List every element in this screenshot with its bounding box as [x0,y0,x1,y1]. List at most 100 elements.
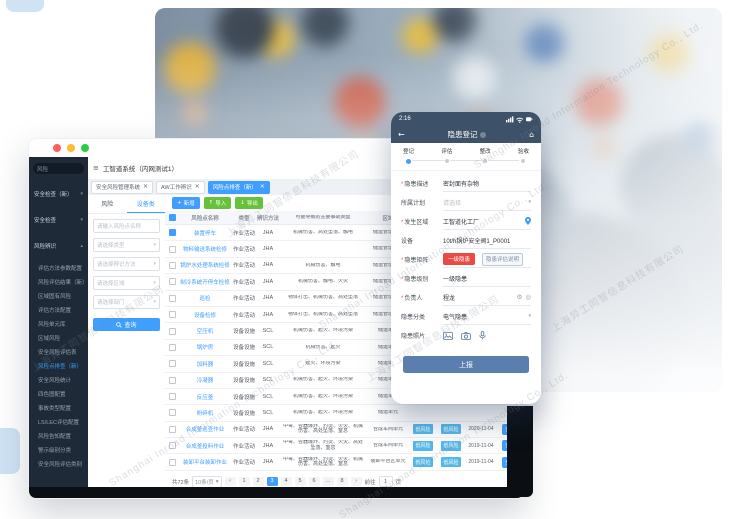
row-checkbox[interactable] [168,327,176,335]
location-icon[interactable] [525,217,531,225]
prev-page-button[interactable]: ‹ [224,477,236,487]
row-checkbox[interactable] [168,376,176,384]
risk-point-link[interactable]: 合成釜投料作业 [185,443,225,450]
sidebar-search-input[interactable] [33,163,84,174]
risk-point-link[interactable]: 巡检 [199,296,211,303]
row-checkbox[interactable] [168,409,176,417]
tab-chip[interactable]: 风险点排查（新） × [207,180,270,194]
page-button[interactable]: 5 [294,477,306,487]
row-checkbox[interactable] [168,245,176,253]
sidebar-group[interactable]: 安全检查 ▾ [34,217,83,224]
sidebar-item[interactable]: 区域固有风险 [38,294,72,300]
image-upload-icon[interactable] [443,331,453,340]
sidebar-item[interactable]: 四色图配置 [38,392,66,398]
window-maximize-icon[interactable] [81,144,89,152]
window-minimize-icon[interactable] [67,144,75,152]
gear-icon[interactable]: ⚙ [516,293,523,301]
sidebar-item[interactable]: 风险评估结果（新） [38,280,88,286]
page-button[interactable]: 1 [238,477,250,487]
row-checkbox[interactable] [168,294,176,302]
sidebar-item[interactable]: 安全风险统计 [38,378,72,384]
sidebar-group[interactable]: 安全检查（新） ▾ [34,191,83,198]
goto-page-input[interactable] [378,476,393,487]
import-button[interactable]: ↑ 导入 [203,197,232,209]
risk-point-link[interactable]: 加料器 [196,361,214,368]
filter-field[interactable]: 请选择类型 ▾ [93,238,160,252]
filter-field[interactable]: 请选择区域 ▾ [93,276,160,290]
contact-picker-icon[interactable]: ◎ [525,293,531,301]
risk-point-link[interactable]: 冷凝器 [196,378,214,385]
device-field[interactable]: 10t/h锅炉安全阀1_P0001 [443,233,531,249]
per-page-select[interactable]: 10条/页 ▾ [192,475,222,487]
filter-field[interactable]: 请选择辨识方法 ▾ [93,257,160,271]
sidebar-group[interactable]: 风险辨识 ▴ [34,243,83,250]
sidebar-item[interactable]: 风险单元库 [38,322,66,328]
page-button[interactable]: … [322,477,334,487]
page-button[interactable]: 8 [336,477,348,487]
page-button[interactable]: 3 [266,477,278,487]
microphone-icon[interactable] [479,331,486,340]
sidebar-item[interactable]: 事故类型配置 [38,406,72,412]
row-checkbox[interactable] [168,278,176,286]
risk-point-link[interactable]: 物料输送系统检修 [182,247,227,254]
filter-tab[interactable]: 风险 [101,202,114,208]
sidebar-item[interactable]: 评估方法配置 [38,308,72,314]
level-field[interactable]: 一级隐患 [443,271,531,287]
page-button[interactable]: 4 [280,477,292,487]
risk-point-link[interactable]: 装置停车 [193,230,216,237]
row-checkbox[interactable] [168,229,176,237]
search-button[interactable]: 查询 [93,318,160,331]
row-checkbox[interactable] [168,311,176,319]
risk-point-link[interactable]: 装卸平台装卸作业 [182,460,227,467]
risk-point-link[interactable]: 锅炉房 [196,345,214,352]
risk-point-link[interactable]: 设备检修 [193,312,216,319]
page-button[interactable]: 6 [308,477,320,487]
window-close-icon[interactable] [53,144,61,152]
camera-icon[interactable] [461,331,471,340]
tab-chip[interactable]: AW工作辨识 × [156,180,205,194]
filter-field[interactable]: 请输入风险点名称 [93,219,160,233]
collapse-menu-icon[interactable]: ≡ [93,164,99,172]
risk-point-link[interactable]: 空压机 [196,329,214,336]
risk-point-link[interactable]: 反应釜 [196,394,214,401]
sidebar-item[interactable]: 评估方法参数配置 [38,266,83,272]
row-checkbox[interactable] [168,360,176,368]
sidebar-item[interactable]: 风险点排查（新） [38,364,83,370]
step-item[interactable]: 整改 [480,147,491,170]
description-input[interactable]: 密封面有杂物 [443,176,531,192]
row-checkbox[interactable] [168,458,176,466]
filter-field[interactable]: 请选择部门 ▾ [93,295,160,309]
row-checkbox[interactable] [168,425,176,433]
sidebar-item[interactable]: 区域风险 [38,336,61,342]
risk-point-link[interactable]: 粉碎机 [196,410,214,417]
sidebar-item[interactable]: 警示级别分类 [38,448,72,454]
export-button[interactable]: ↓ 导出 [235,197,263,209]
filter-tab[interactable]: 设备类 [126,197,165,213]
close-icon[interactable]: × [143,183,149,190]
step-item[interactable]: 评估 [441,147,452,170]
close-icon[interactable]: × [259,183,265,190]
page-button[interactable]: 2 [252,477,264,487]
back-icon[interactable]: ← [398,129,405,139]
plan-select[interactable]: 请选择 ▾ [443,195,531,211]
level-one-danger-button[interactable]: 一级隐患 [443,253,476,265]
risk-point-link[interactable]: 制冷系统开停车检修 [180,279,230,286]
tab-chip[interactable]: 安全风险管理系统 × [91,180,154,194]
risk-point-link[interactable]: 锅炉水处理系统检修 [180,263,230,270]
area-field[interactable]: 工智道化工厂 [443,214,531,230]
select-all-checkbox[interactable] [168,214,176,221]
row-checkbox[interactable] [168,442,176,450]
risk-point-link[interactable]: 合成釜巡查作业 [185,427,225,434]
owner-field[interactable]: 程龙 ⚙ ◎ [443,290,531,306]
sidebar-item[interactable]: 安全风险评估类别 [38,462,83,468]
next-page-button[interactable]: › [350,477,362,487]
sidebar-item[interactable]: LS/LEC评估配置 [38,420,79,426]
step-item[interactable]: 登记 [403,147,414,170]
row-checkbox[interactable] [168,343,176,351]
category-select[interactable]: 电气隐患 ▾ [443,309,531,325]
submit-button[interactable]: 上报 [403,356,529,373]
close-icon[interactable]: × [194,183,200,190]
sidebar-item[interactable]: 风险告知配置 [38,434,72,440]
danger-assess-note-button[interactable]: 隐患评估说明 [482,252,524,266]
row-checkbox[interactable] [168,393,176,401]
